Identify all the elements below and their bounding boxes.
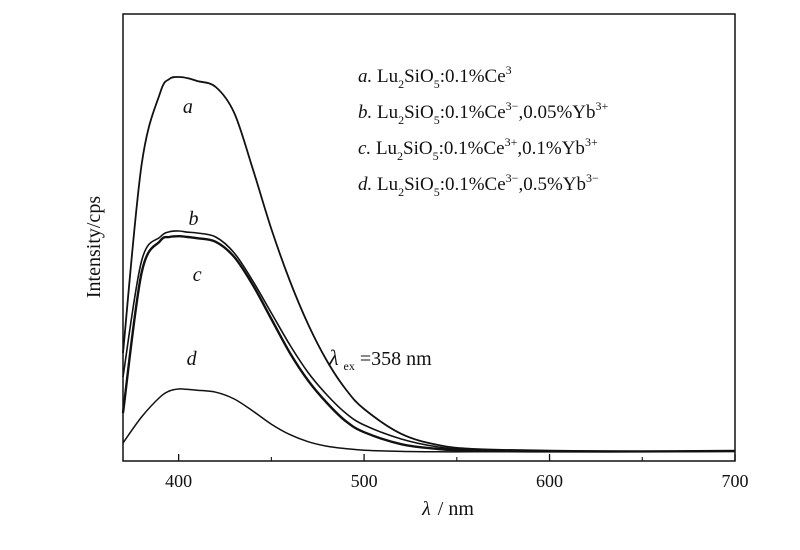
excitation-wavelength-annotation: λ ex =358 nm xyxy=(328,345,432,375)
legend-entry: b. Lu2SiO5:0.1%Ce3−,0.05%Yb3+ xyxy=(358,99,609,127)
legend-entry-part: 2 xyxy=(398,77,404,91)
legend-entry: d. Lu2SiO5:0.1%Ce3−,0.5%Yb3− xyxy=(358,171,599,199)
annotation-text: =358 nm xyxy=(360,348,432,370)
legend-entry-part: a. xyxy=(358,66,372,87)
legend-entry-part: 3− xyxy=(506,171,519,185)
legend-entry-part: Lu xyxy=(371,138,397,159)
x-tick-label: 600 xyxy=(536,471,563,491)
curve-label-c: c xyxy=(193,264,202,286)
legend-entry-part: b. xyxy=(358,102,372,123)
annotation-symbol: λ xyxy=(328,345,339,370)
legend-entry-part: SiO xyxy=(404,66,434,87)
legend-entry-part: SiO xyxy=(404,102,434,123)
legend-entry: c. Lu2SiO5:0.1%Ce3+,0.1%Yb3+ xyxy=(358,135,598,163)
legend-entry-part: :0.1%Ce xyxy=(440,102,506,123)
x-axis-symbol: λ xyxy=(421,498,431,520)
x-tick-label: 700 xyxy=(722,471,749,491)
legend-entry-part: ,0.1%Yb xyxy=(517,138,585,159)
legend-entry-part: 2 xyxy=(398,185,404,199)
x-axis-title: λ / nm xyxy=(421,498,474,520)
legend-entry-part: 3 xyxy=(506,63,512,77)
legend-entry-part: 5 xyxy=(433,149,439,163)
legend-entry-part: SiO xyxy=(403,138,433,159)
legend-entry-part: 3− xyxy=(586,171,599,185)
legend-entry-part: d. xyxy=(358,174,372,195)
series-layer xyxy=(121,76,736,453)
y-axis-title: Intensity/cps xyxy=(83,196,105,298)
x-tick-label: 500 xyxy=(351,471,378,491)
legend-entry-part: 3− xyxy=(506,99,519,113)
plot-frame xyxy=(122,13,736,462)
curve-label-d: d xyxy=(187,348,198,370)
series-line-a xyxy=(122,76,736,453)
legend-entry-part: Lu xyxy=(372,66,398,87)
legend-entry-part: 3+ xyxy=(585,135,598,149)
legend-entry-part: 2 xyxy=(397,149,403,163)
curve-labels: a b c d xyxy=(183,96,202,370)
legend-entry-part: 5 xyxy=(434,77,440,91)
series-line-b xyxy=(122,230,736,453)
series-line-d xyxy=(122,388,736,453)
curve-label-a: a xyxy=(183,96,193,118)
curve-label-b: b xyxy=(188,208,198,230)
legend-entry-part: Lu xyxy=(372,174,398,195)
legend-entry-part: 3+ xyxy=(505,135,518,149)
legend-entry-part: 3+ xyxy=(596,99,609,113)
legend-entry-part: :0.1%Ce xyxy=(440,66,506,87)
legend-entry-part: 5 xyxy=(434,113,440,127)
x-axis-unit: / nm xyxy=(438,498,475,520)
annotation-subscript: ex xyxy=(344,359,355,373)
legend-entry-part: Lu xyxy=(372,102,398,123)
legend-entry-part: c. xyxy=(358,138,371,159)
legend-entry-part: 2 xyxy=(398,113,404,127)
series-line-c xyxy=(121,235,736,453)
legend-entry: a. Lu2SiO5:0.1%Ce3 xyxy=(358,63,512,91)
x-tick-label: 400 xyxy=(165,471,192,491)
legend-entry-part: SiO xyxy=(404,174,434,195)
x-ticks: 400 500 600 700 xyxy=(165,454,749,491)
legend-entry-part: :0.1%Ce xyxy=(439,138,505,159)
legend-entry-part: ,0.5%Yb xyxy=(518,174,586,195)
legend-entry-part: ,0.05%Yb xyxy=(518,102,595,123)
legend-entry-part: 5 xyxy=(434,185,440,199)
legend-entry-part: :0.1%Ce xyxy=(440,174,506,195)
